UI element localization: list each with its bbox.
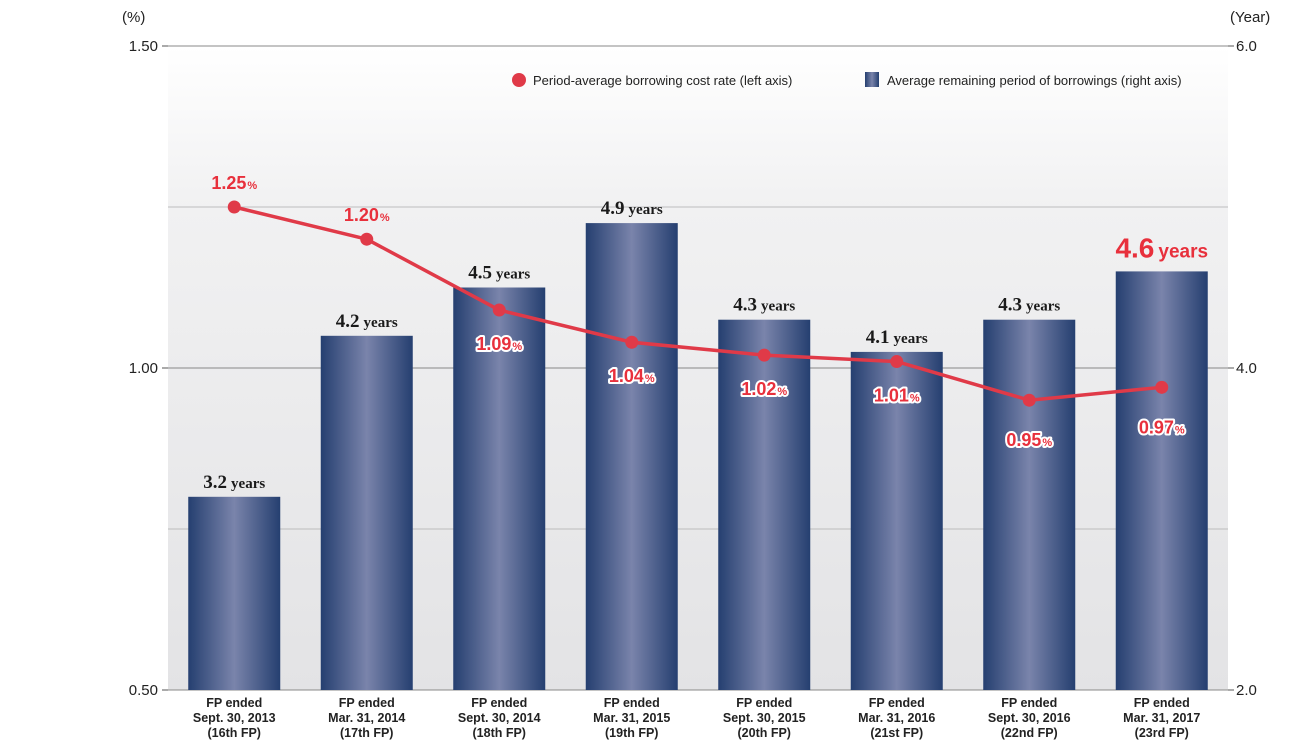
line-path [233, 205, 1162, 402]
line-point [492, 303, 506, 317]
bar [320, 335, 413, 690]
bar-value-label: 4.9 years [601, 198, 663, 219]
line-value-label: 1.09% [476, 334, 522, 354]
line-point [625, 335, 639, 349]
bar [1115, 271, 1208, 690]
right-axis-unit: (Year) [1230, 9, 1270, 26]
line-point [227, 200, 241, 214]
line-value-label: 1.25% [211, 173, 257, 193]
bar-value-label: 4.6 years [1115, 232, 1208, 263]
line-value-label: 1.01% [874, 386, 920, 406]
category-label: FP ended Mar. 31, 2017 (23rd FP) [1123, 696, 1200, 740]
category-label: FP ended Sept. 30, 2013 (16th FP) [193, 696, 276, 740]
category-label: FP ended Sept. 30, 2015 (20th FP) [723, 696, 806, 740]
category-label: FP ended Sept. 30, 2014 (18th FP) [458, 696, 541, 740]
line-value-label: 1.20% [344, 205, 390, 225]
category-label: FP ended Mar. 31, 2014 (17th FP) [328, 696, 405, 740]
right-tick-label: 4.0 [1236, 360, 1257, 377]
bar-value-label: 3.2 years [203, 472, 265, 493]
bar-value-label: 4.3 years [733, 295, 795, 316]
line-point [890, 355, 904, 369]
line-series [227, 200, 1169, 407]
bar [585, 223, 678, 690]
bar-value-label: 4.2 years [336, 311, 398, 332]
legend-bar-label: Average remaining period of borrowings (… [887, 73, 1182, 88]
bar [983, 319, 1076, 690]
line-value-label: 0.95% [1006, 430, 1052, 450]
legend: Period-average borrowing cost rate (left… [512, 72, 1182, 88]
bar-series [188, 223, 1208, 690]
category-label: FP ended Sept. 30, 2016 (22nd FP) [988, 696, 1071, 740]
line-point [1022, 393, 1036, 407]
bar [850, 351, 943, 690]
bar [188, 496, 281, 690]
bar-value-label: 4.5 years [468, 263, 530, 284]
data-labels: 3.2 years 4.2 years 4.5 years 4.9 years 4.3 years… [203, 173, 1208, 493]
line-point [757, 348, 771, 362]
line-value-label: 1.04% [609, 366, 655, 386]
category-label: FP ended Mar. 31, 2016 (21st FP) [858, 696, 935, 740]
bar [718, 319, 811, 690]
bar-value-label: 4.3 years [998, 295, 1060, 316]
left-tick-label: 1.50 [129, 38, 158, 55]
axes: (%) (Year) 0.50 1.00 1.50 2.0 4.0 6.0 [122, 9, 1270, 699]
left-tick-label: 0.50 [129, 682, 158, 699]
right-tick-label: 6.0 [1236, 38, 1257, 55]
category-labels: FP ended Sept. 30, 2013 (16th FP) FP ended M… [193, 696, 1200, 740]
legend-line-label: Period-average borrowing cost rate (left… [533, 73, 792, 88]
bar [453, 287, 546, 690]
left-axis-unit: (%) [122, 9, 145, 26]
line-value-label: 1.02% [741, 379, 787, 399]
category-label: FP ended Mar. 31, 2015 (19th FP) [593, 696, 670, 740]
line-point [1155, 380, 1169, 394]
legend-bar-swatch-icon [865, 72, 879, 87]
bar-value-label: 4.1 years [866, 327, 928, 348]
right-tick-label: 2.0 [1236, 682, 1257, 699]
line-point [360, 232, 374, 246]
line-value-label: 0.97% [1139, 417, 1185, 437]
left-tick-label: 1.00 [129, 360, 158, 377]
legend-line-marker-icon [512, 73, 526, 87]
